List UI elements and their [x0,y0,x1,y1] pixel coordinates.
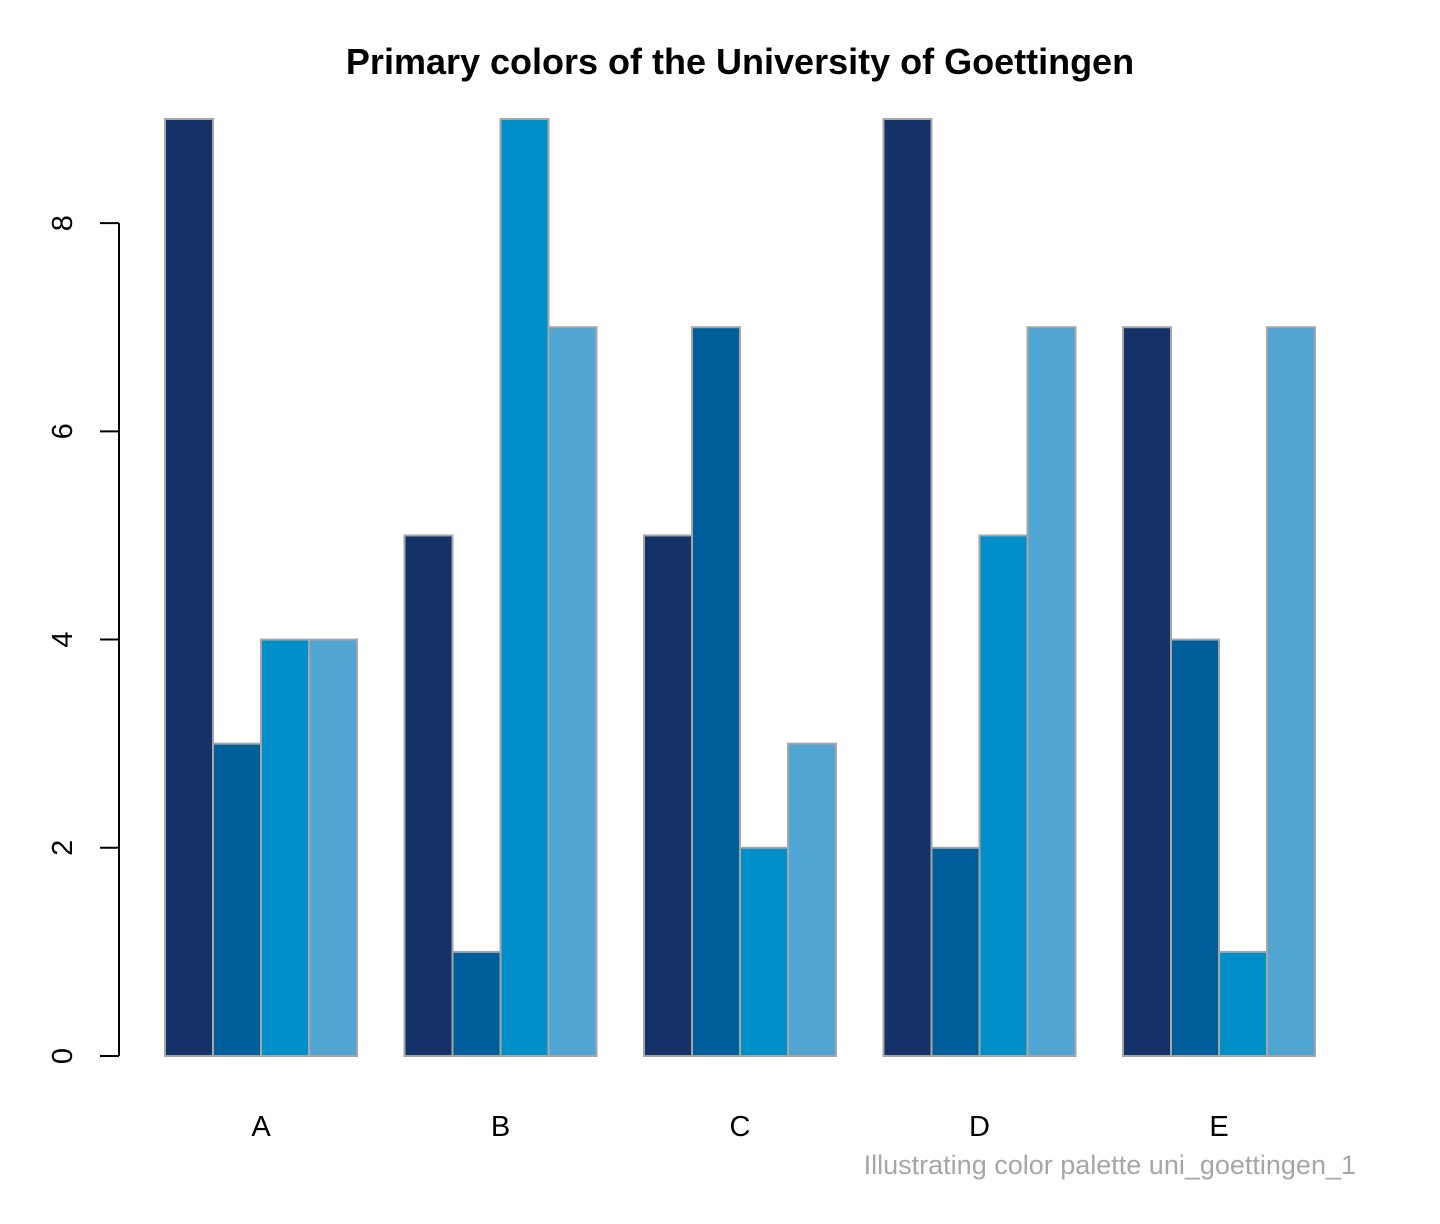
chart-caption: Illustrating color palette uni_goettinge… [864,1150,1356,1180]
bar-E-4 [1266,326,1316,1057]
bar-D-4 [1026,326,1077,1057]
y-tick-label-0: 0 [47,1048,79,1064]
chart-title: Primary colors of the University of Goet… [346,41,1134,82]
bar-E-2 [1170,638,1220,1057]
y-axis: 0 2 4 6 8 [47,215,120,1064]
y-tick-label-8: 8 [47,215,79,231]
x-tick-label-C: C [730,1111,751,1143]
bar-C-2 [691,326,741,1057]
bar-D-3 [978,534,1029,1057]
bar-A-2 [212,742,262,1058]
x-tick-label-D: D [969,1111,990,1143]
bar-A-4 [308,638,358,1057]
x-tick-label-A: A [251,1111,271,1143]
bar-B-1 [403,534,454,1057]
bar-B-4 [547,326,598,1057]
bar-A-1 [164,118,214,1057]
bar-B-2 [451,950,502,1058]
bar-C-4 [787,742,837,1058]
bar-E-3 [1218,950,1268,1058]
y-tick-label-4: 4 [47,631,79,647]
x-tick-label-E: E [1209,1111,1228,1143]
bar-D-2 [930,846,981,1057]
bars-group [164,118,1316,1058]
bar-C-1 [643,534,693,1057]
y-tick-label-2: 2 [47,840,79,856]
x-tick-label-B: B [491,1111,510,1143]
bar-C-3 [739,846,789,1057]
bar-D-1 [882,118,933,1057]
bar-A-3 [260,638,310,1057]
bar-E-1 [1122,326,1172,1057]
y-tick-label-6: 6 [47,423,79,439]
bar-B-3 [499,118,550,1057]
x-axis-labels: A B C D E [251,1111,1228,1143]
